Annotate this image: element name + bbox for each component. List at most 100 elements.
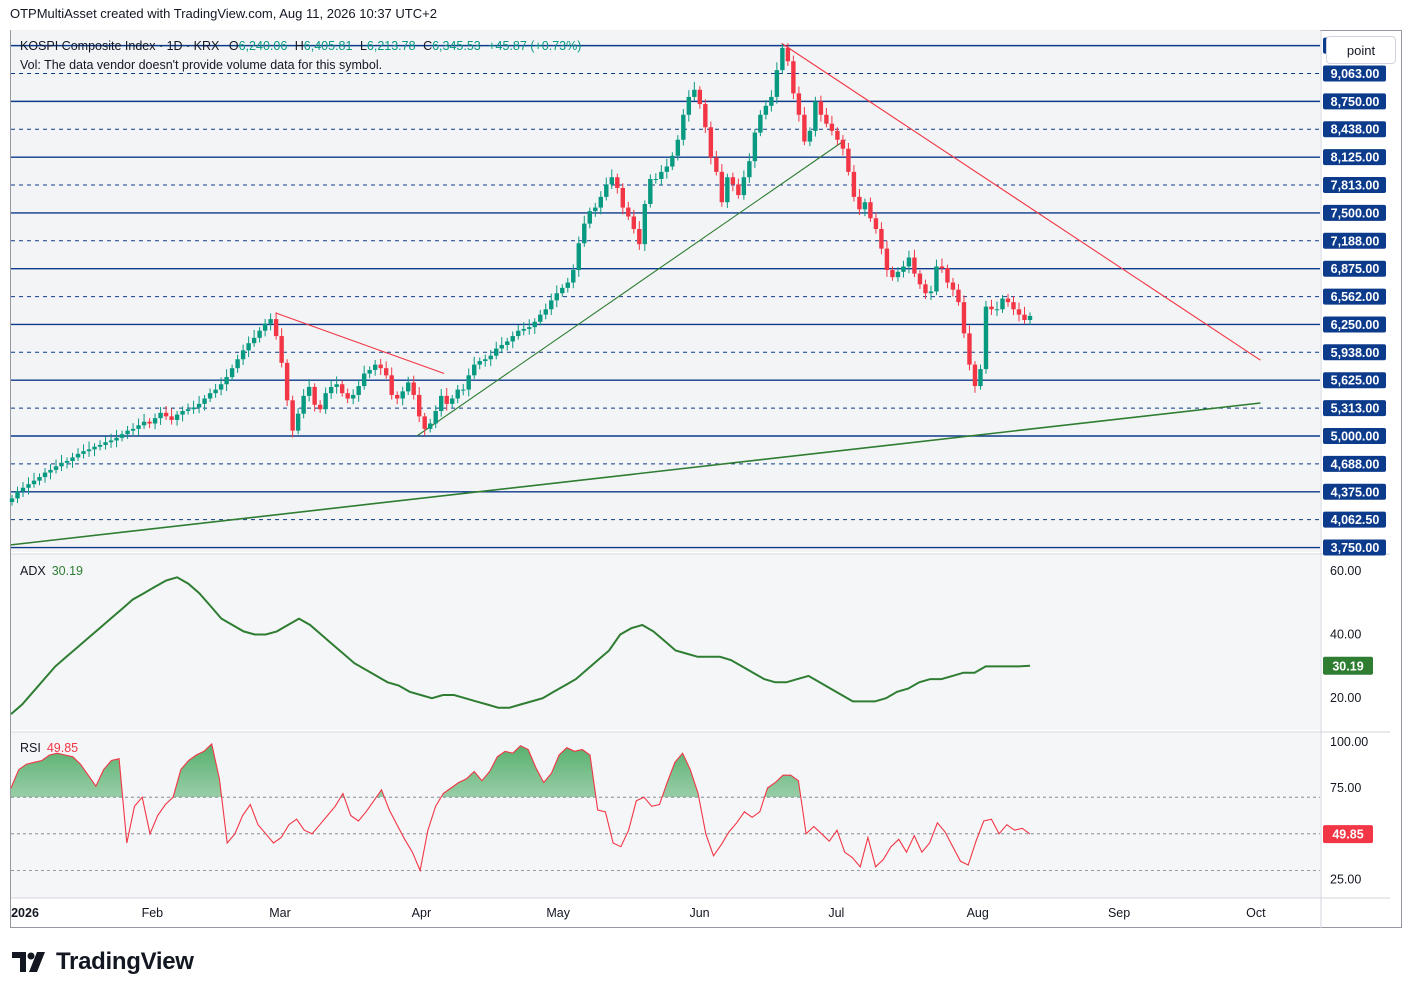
candle xyxy=(978,364,983,390)
candle xyxy=(417,387,422,423)
symbol-name[interactable]: KOSPI Composite Index · 1D · KRX xyxy=(20,39,220,53)
candle xyxy=(543,303,548,320)
candle xyxy=(59,454,64,471)
candle-body xyxy=(202,398,207,404)
candle-body xyxy=(527,327,532,329)
candle-body xyxy=(378,364,383,369)
adx-axis-label: 20.00 xyxy=(1330,691,1361,705)
adx-label[interactable]: ADX 30.19 xyxy=(20,564,83,578)
tradingview-logo-icon xyxy=(12,952,45,972)
candle-body xyxy=(813,101,818,131)
candle-body xyxy=(972,364,978,387)
candle-body xyxy=(532,321,537,328)
candle-body xyxy=(191,407,196,410)
candle xyxy=(554,285,559,308)
close-value: 6,345.53 xyxy=(432,39,481,53)
price-level-label: 4,688.00 xyxy=(1331,457,1380,471)
candle-body xyxy=(317,404,323,410)
candle xyxy=(125,426,130,439)
candle-body xyxy=(1000,298,1005,310)
candle xyxy=(53,459,59,474)
candle-body xyxy=(284,362,290,401)
tradingview-logo[interactable]: TradingView xyxy=(12,948,194,976)
time-axis-label: Aug xyxy=(967,906,989,920)
candle-body xyxy=(835,130,840,140)
candle xyxy=(389,367,394,400)
candle-body xyxy=(92,446,97,450)
candle xyxy=(587,207,592,229)
candle-body xyxy=(405,382,411,392)
candle-body xyxy=(499,344,504,349)
candle-body xyxy=(356,386,361,395)
ohlc-legend: KOSPI Composite Index · 1D · KRX O6,240.… xyxy=(20,39,581,53)
candle xyxy=(48,464,53,480)
candle xyxy=(961,295,967,339)
candle-body xyxy=(477,361,482,365)
candle-body xyxy=(389,375,394,395)
candle xyxy=(350,389,356,405)
candle xyxy=(763,100,769,120)
low-value: 6,213.78 xyxy=(366,39,416,53)
candle-body xyxy=(114,437,119,441)
candle xyxy=(108,433,114,448)
candle xyxy=(494,341,499,360)
adx-value-tag-label: 30.19 xyxy=(1332,659,1363,673)
rsi-label[interactable]: RSI 49.85 xyxy=(20,741,78,755)
candle xyxy=(400,386,405,406)
candle-body xyxy=(488,355,493,360)
candle xyxy=(560,284,565,297)
candle xyxy=(989,299,994,316)
candle-body xyxy=(361,373,367,387)
candle-body xyxy=(565,282,570,288)
candle-body xyxy=(9,498,15,503)
scale-mode-button[interactable]: point xyxy=(1326,36,1396,64)
candle xyxy=(207,388,213,403)
candle xyxy=(681,109,686,146)
price-level-tag xyxy=(1323,65,1386,82)
time-axis-label: Oct xyxy=(1246,906,1266,920)
candle-body xyxy=(901,266,906,272)
candle-body xyxy=(631,216,637,229)
candle-body xyxy=(15,491,20,499)
candle xyxy=(604,177,609,201)
candle xyxy=(235,354,240,373)
candle xyxy=(736,178,741,199)
candle xyxy=(917,270,923,289)
candle-body xyxy=(444,395,449,404)
candle xyxy=(279,328,284,368)
candle-body xyxy=(637,228,642,245)
candle-body xyxy=(697,89,703,105)
candle-body xyxy=(207,393,213,399)
candle-body xyxy=(576,243,581,271)
candle-body xyxy=(383,368,389,376)
price-level-tag xyxy=(1323,428,1386,444)
price-level-label: 6,250.00 xyxy=(1331,318,1380,332)
candle-body xyxy=(554,293,559,301)
candle xyxy=(295,407,301,435)
price-level-tag xyxy=(1323,483,1386,500)
candle xyxy=(383,361,389,379)
candle xyxy=(317,400,323,413)
price-level-label: 5,938.00 xyxy=(1331,346,1380,360)
candle-body xyxy=(873,218,879,229)
candle-body xyxy=(549,300,554,310)
candle-body xyxy=(917,273,923,285)
candle xyxy=(549,293,554,316)
candle xyxy=(912,249,917,278)
candle xyxy=(301,389,306,419)
candle xyxy=(758,110,763,137)
rsi-axis-label: 25.00 xyxy=(1330,873,1361,887)
candle-body xyxy=(587,211,592,224)
price-level-tag xyxy=(1323,344,1386,361)
time-axis-label: Sep xyxy=(1108,906,1130,920)
candle xyxy=(1011,296,1016,316)
candle xyxy=(824,107,829,128)
candle xyxy=(796,86,802,122)
candle xyxy=(411,375,416,400)
candle xyxy=(813,96,818,137)
candle-body xyxy=(961,302,967,334)
high-label: H xyxy=(294,39,304,53)
rsi-axis-label: 100.00 xyxy=(1330,735,1368,749)
candle xyxy=(983,300,989,374)
